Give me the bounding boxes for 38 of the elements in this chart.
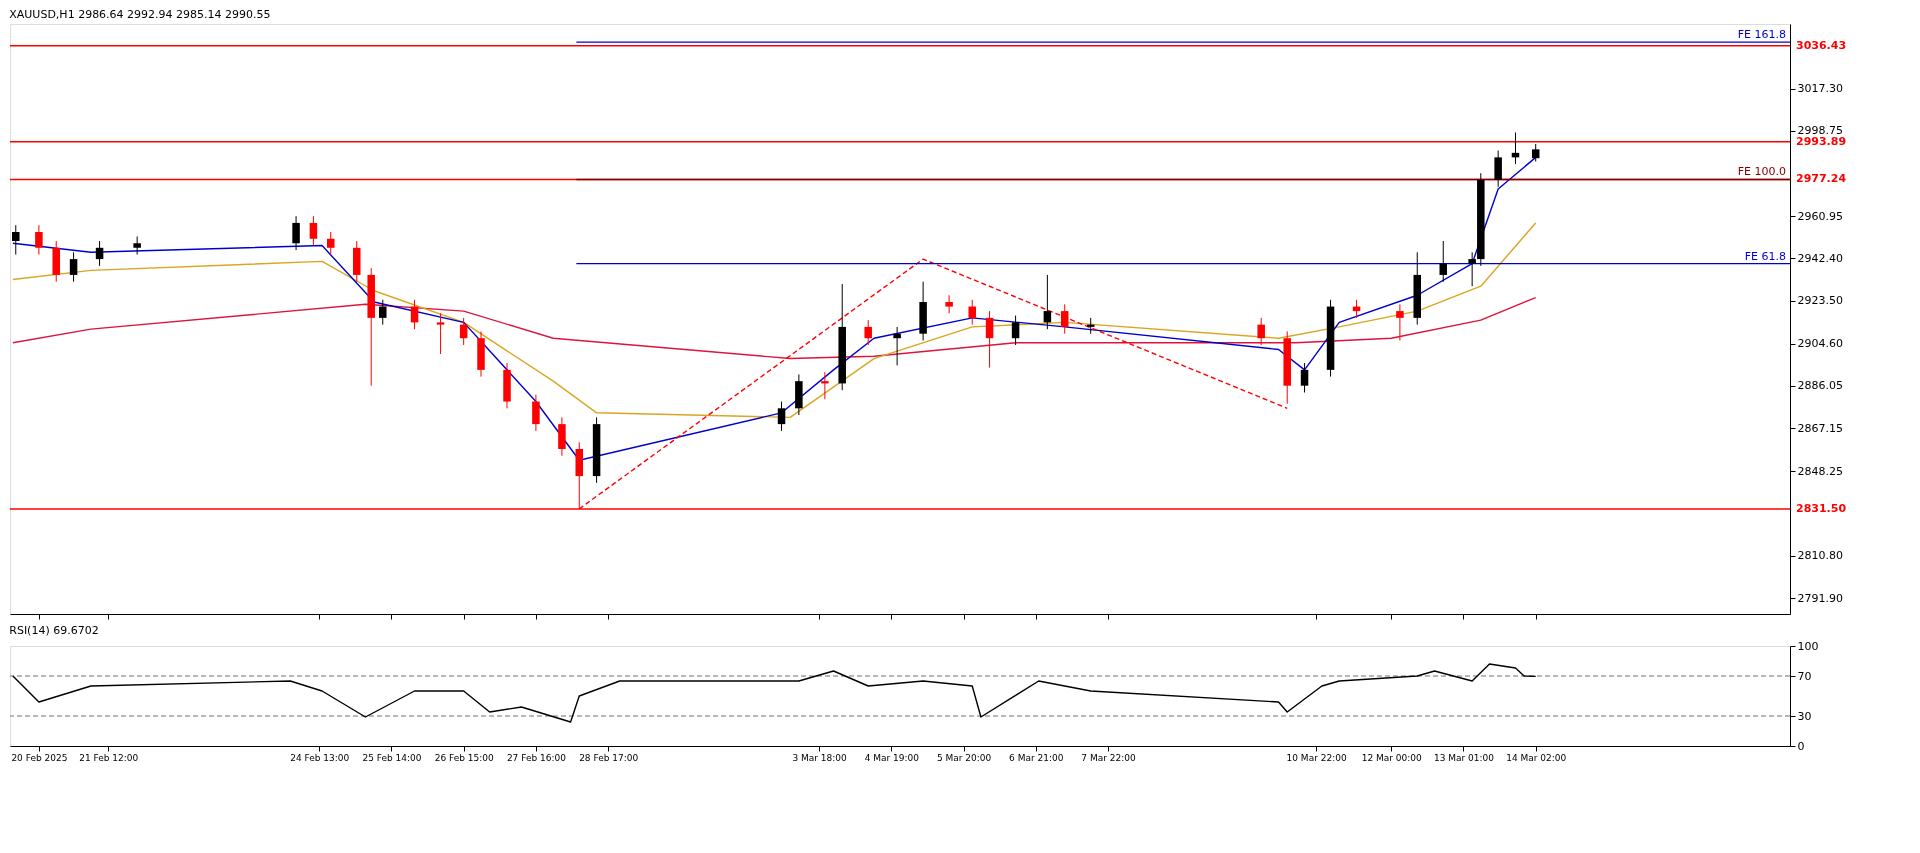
ref-line-label: 3036.43 <box>1796 38 1847 52</box>
series-label: FE 100.0 <box>1737 165 1786 179</box>
y-tick-label: 2867.15 <box>1797 421 1843 435</box>
y-tick-label: 100 <box>1797 639 1819 653</box>
x-tick-label: 27 Feb 16:00 <box>506 752 567 763</box>
series-label: FE 61.8 <box>1744 249 1786 263</box>
ref-line-label: 2977.24 <box>1796 172 1847 186</box>
x-tick-label: 26 Feb 15:00 <box>434 752 494 763</box>
x-tick-label: 25 Feb 14:00 <box>362 752 422 763</box>
y-tick-label: 2886.05 <box>1797 379 1843 393</box>
series-label: FE 161.8 <box>1737 28 1786 42</box>
y-tick-label: 30 <box>1797 709 1812 723</box>
chart-title: XAUUSD,H1 2986.64 2992.94 2985.14 2990.55 <box>9 8 271 21</box>
y-tick-label: 2810.80 <box>1797 549 1843 563</box>
y-tick-label: 2904.60 <box>1797 337 1843 351</box>
x-tick-label: 10 Mar 22:00 <box>1286 752 1347 763</box>
x-tick-label: 24 Feb 13:00 <box>290 752 350 763</box>
x-tick-label: 3 Mar 18:00 <box>792 752 848 763</box>
x-tick-label: 6 Mar 21:00 <box>1009 752 1064 763</box>
x-tick-label: 28 Feb 17:00 <box>579 752 639 763</box>
x-tick-label: 20 Feb 2025 <box>11 752 68 763</box>
y-tick-label: 3017.30 <box>1797 82 1843 96</box>
x-tick-label: 4 Mar 19:00 <box>864 752 920 763</box>
y-tick-label: 2791.90 <box>1797 591 1843 605</box>
x-tick-label: 13 Mar 01:00 <box>1433 752 1495 763</box>
y-tick-label: 2942.40 <box>1797 251 1843 265</box>
y-tick-label: 0 <box>1797 739 1805 753</box>
x-tick-label: 14 Mar 02:00 <box>1506 752 1567 763</box>
y-tick-label: 2960.95 <box>1797 209 1843 223</box>
x-tick-label: 7 Mar 22:00 <box>1081 752 1136 763</box>
ref-line-label: 2831.50 <box>1796 501 1847 515</box>
x-tick-label: 12 Mar 00:00 <box>1361 752 1423 763</box>
x-tick-label: 5 Mar 20:00 <box>936 752 992 763</box>
y-tick-label: 2848.25 <box>1797 464 1843 478</box>
chart-title: RSI(14) 69.6702 <box>9 624 99 637</box>
y-tick-label: 2923.50 <box>1797 294 1843 308</box>
y-tick-label: 70 <box>1797 669 1812 683</box>
x-tick-label: 21 Feb 12:00 <box>79 752 139 763</box>
